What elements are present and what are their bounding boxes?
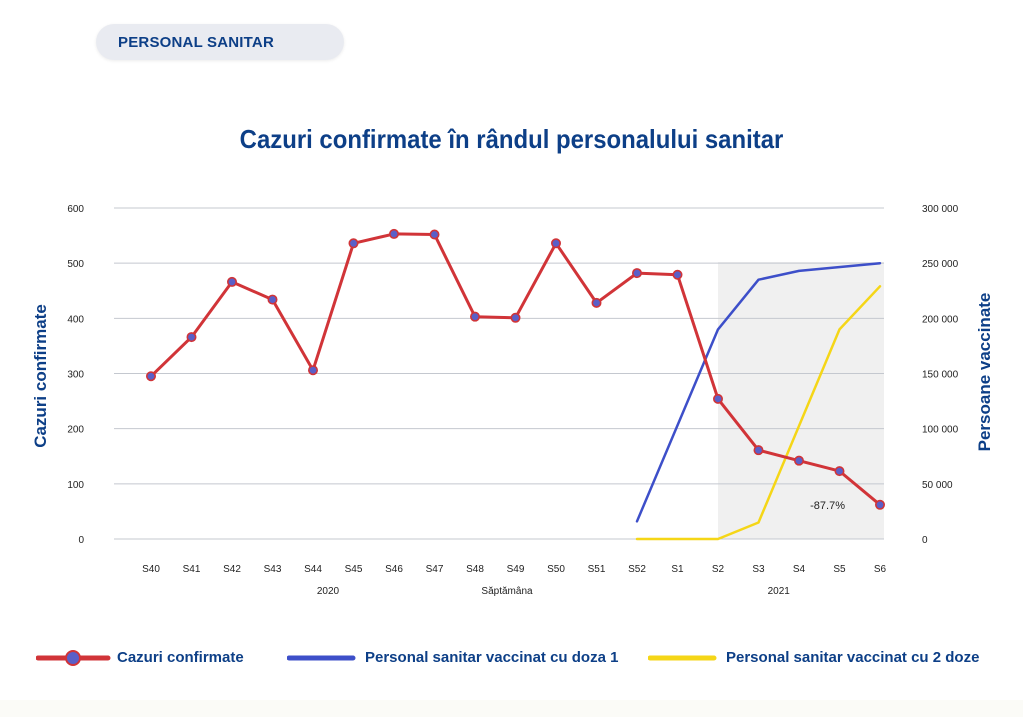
y-axis-label-left: Cazuri confirmate xyxy=(31,304,50,448)
section-tag: PERSONAL SANITAR xyxy=(96,24,344,60)
data-point-cases xyxy=(186,332,197,343)
legend-swatch-cases xyxy=(36,650,111,666)
legend-swatch-dose2 xyxy=(648,655,717,661)
x-tick-label: S51 xyxy=(588,564,606,575)
data-point-cases xyxy=(469,311,480,322)
series-line-dose1 xyxy=(635,261,882,523)
data-point-cases xyxy=(146,371,157,382)
y-tick-label-right: 150 000 xyxy=(922,370,959,381)
x-axis-label: Săptămâna xyxy=(481,586,533,597)
data-point-cases xyxy=(631,268,642,279)
x-tick-label: S49 xyxy=(507,564,525,575)
section-tag-label: PERSONAL SANITAR xyxy=(118,34,274,51)
x-tick-label: S6 xyxy=(874,564,887,575)
data-point-cases xyxy=(429,229,440,240)
legend-label-dose1: Personal sanitar vaccinat cu doza 1 xyxy=(365,649,619,666)
x-tick-label: S3 xyxy=(752,564,765,575)
x-tick-label: S5 xyxy=(833,564,846,575)
data-point-cases xyxy=(712,393,723,404)
data-point-cases xyxy=(834,466,845,477)
year-label: 2020 xyxy=(317,586,340,597)
x-tick-label: S50 xyxy=(547,564,565,575)
y-tick-label-left: 300 xyxy=(67,370,84,381)
x-tick-label: S46 xyxy=(385,564,403,575)
legend-label-cases: Cazuri confirmate xyxy=(117,649,244,666)
x-tick-label: S44 xyxy=(304,564,322,575)
data-point-cases xyxy=(348,238,359,249)
data-point-cases xyxy=(874,499,885,510)
data-point-cases xyxy=(227,276,238,287)
data-point-cases xyxy=(591,297,602,308)
data-point-cases xyxy=(793,455,804,466)
y-tick-label-right: 300 000 xyxy=(922,204,959,215)
data-point-cases xyxy=(753,445,764,456)
x-tick-label: S52 xyxy=(628,564,646,575)
legend-swatch-dose1 xyxy=(287,655,356,661)
x-tick-label: S47 xyxy=(426,564,444,575)
chart-title: Cazuri confirmate în rândul personalului… xyxy=(239,124,784,154)
y-tick-label-left: 400 xyxy=(67,314,84,325)
data-point-cases xyxy=(550,238,561,249)
x-tick-label: S2 xyxy=(712,564,725,575)
y-tick-label-left: 100 xyxy=(67,480,84,491)
legend-label-dose2: Personal sanitar vaccinat cu 2 doze xyxy=(726,649,980,666)
shaded-region xyxy=(718,262,884,539)
x-tick-label: S42 xyxy=(223,564,241,575)
annotation-label: -87.7% xyxy=(810,500,845,512)
y-tick-label-right: 0 xyxy=(922,535,928,546)
x-tick-label: S4 xyxy=(793,564,806,575)
x-tick-label: S40 xyxy=(142,564,160,575)
bottom-strip xyxy=(0,700,1023,717)
x-tick-label: S43 xyxy=(264,564,282,575)
y-tick-label-left: 0 xyxy=(78,535,84,546)
x-tick-label: S1 xyxy=(671,564,684,575)
y-tick-label-left: 500 xyxy=(67,259,84,270)
x-tick-label: S48 xyxy=(466,564,484,575)
y-axis-label-right: Persoane vaccinate xyxy=(975,293,994,452)
y-tick-label-right: 250 000 xyxy=(922,259,959,270)
y-tick-label-right: 50 000 xyxy=(922,480,953,491)
x-tick-label: S41 xyxy=(183,564,201,575)
y-tick-label-left: 600 xyxy=(67,204,84,215)
data-point-cases xyxy=(672,269,683,280)
series-line-dose2 xyxy=(635,285,882,541)
data-point-cases xyxy=(307,365,318,376)
data-point-cases xyxy=(267,294,278,305)
y-tick-label-right: 200 000 xyxy=(922,314,959,325)
y-tick-label-left: 200 xyxy=(67,425,84,436)
year-label: 2021 xyxy=(768,586,791,597)
y-tick-label-right: 100 000 xyxy=(922,425,959,436)
chart-legend: Cazuri confirmate Personal sanitar vacci… xyxy=(0,644,1023,674)
data-point-cases xyxy=(388,228,399,239)
x-tick-label: S45 xyxy=(345,564,363,575)
data-point-cases xyxy=(510,312,521,323)
